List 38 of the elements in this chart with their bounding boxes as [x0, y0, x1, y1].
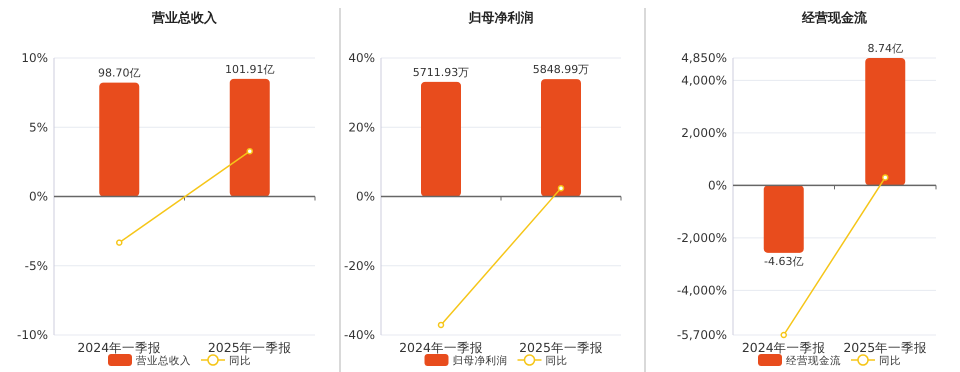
legend-label: 归母净利润	[452, 354, 508, 367]
y-tick-label: 2,000%	[681, 126, 727, 140]
x-tick-label: 2025年一季报	[208, 340, 292, 355]
data-label: 101.91亿	[225, 62, 274, 76]
data-label: 8.74亿	[868, 42, 903, 55]
x-tick-label: 2024年一季报	[742, 340, 826, 355]
data-label: 5848.99万	[532, 63, 590, 76]
y-tick-label: 4,850%	[681, 51, 727, 65]
y-tick-label: 20%	[348, 120, 375, 134]
x-tick-label: 2024年一季报	[77, 340, 162, 355]
y-tick-label: -20%	[344, 258, 375, 273]
y-tick-label: 10%	[21, 51, 48, 65]
legend-label: 同比	[229, 354, 251, 367]
chart-title: 经营现金流	[801, 10, 868, 26]
y-tick-label: 5%	[28, 120, 48, 134]
y-tick-label: 0%	[356, 190, 375, 204]
legend-label: 同比	[879, 354, 901, 367]
y-tick-label: -5%	[24, 258, 48, 273]
y-tick-label: -2,000%	[676, 230, 727, 245]
data-label: 5711.93万	[412, 66, 470, 79]
chart-title: 归母净利润	[468, 10, 534, 26]
y-tick-label: 40%	[348, 51, 375, 65]
chart-title: 营业总收入	[151, 10, 218, 26]
data-label: -4.63亿	[764, 254, 804, 268]
y-tick-label: -5,700%	[676, 328, 727, 342]
y-tick-label: 0%	[708, 178, 727, 192]
legend-label: 营业总收入	[136, 354, 191, 367]
x-tick-label: 2024年一季报	[399, 340, 483, 355]
x-tick-label: 2025年一季报	[519, 340, 603, 355]
y-tick-label: 4,000%	[681, 73, 727, 88]
legend-label: 同比	[546, 354, 568, 367]
y-tick-label: -40%	[344, 328, 375, 342]
y-tick-label: 0%	[28, 190, 48, 204]
legend-label: 经营现金流	[786, 354, 841, 367]
y-tick-label: -4,000%	[676, 283, 727, 298]
data-label: 98.70亿	[98, 66, 140, 80]
y-tick-label: -10%	[16, 328, 48, 342]
x-tick-label: 2025年一季报	[843, 340, 928, 355]
